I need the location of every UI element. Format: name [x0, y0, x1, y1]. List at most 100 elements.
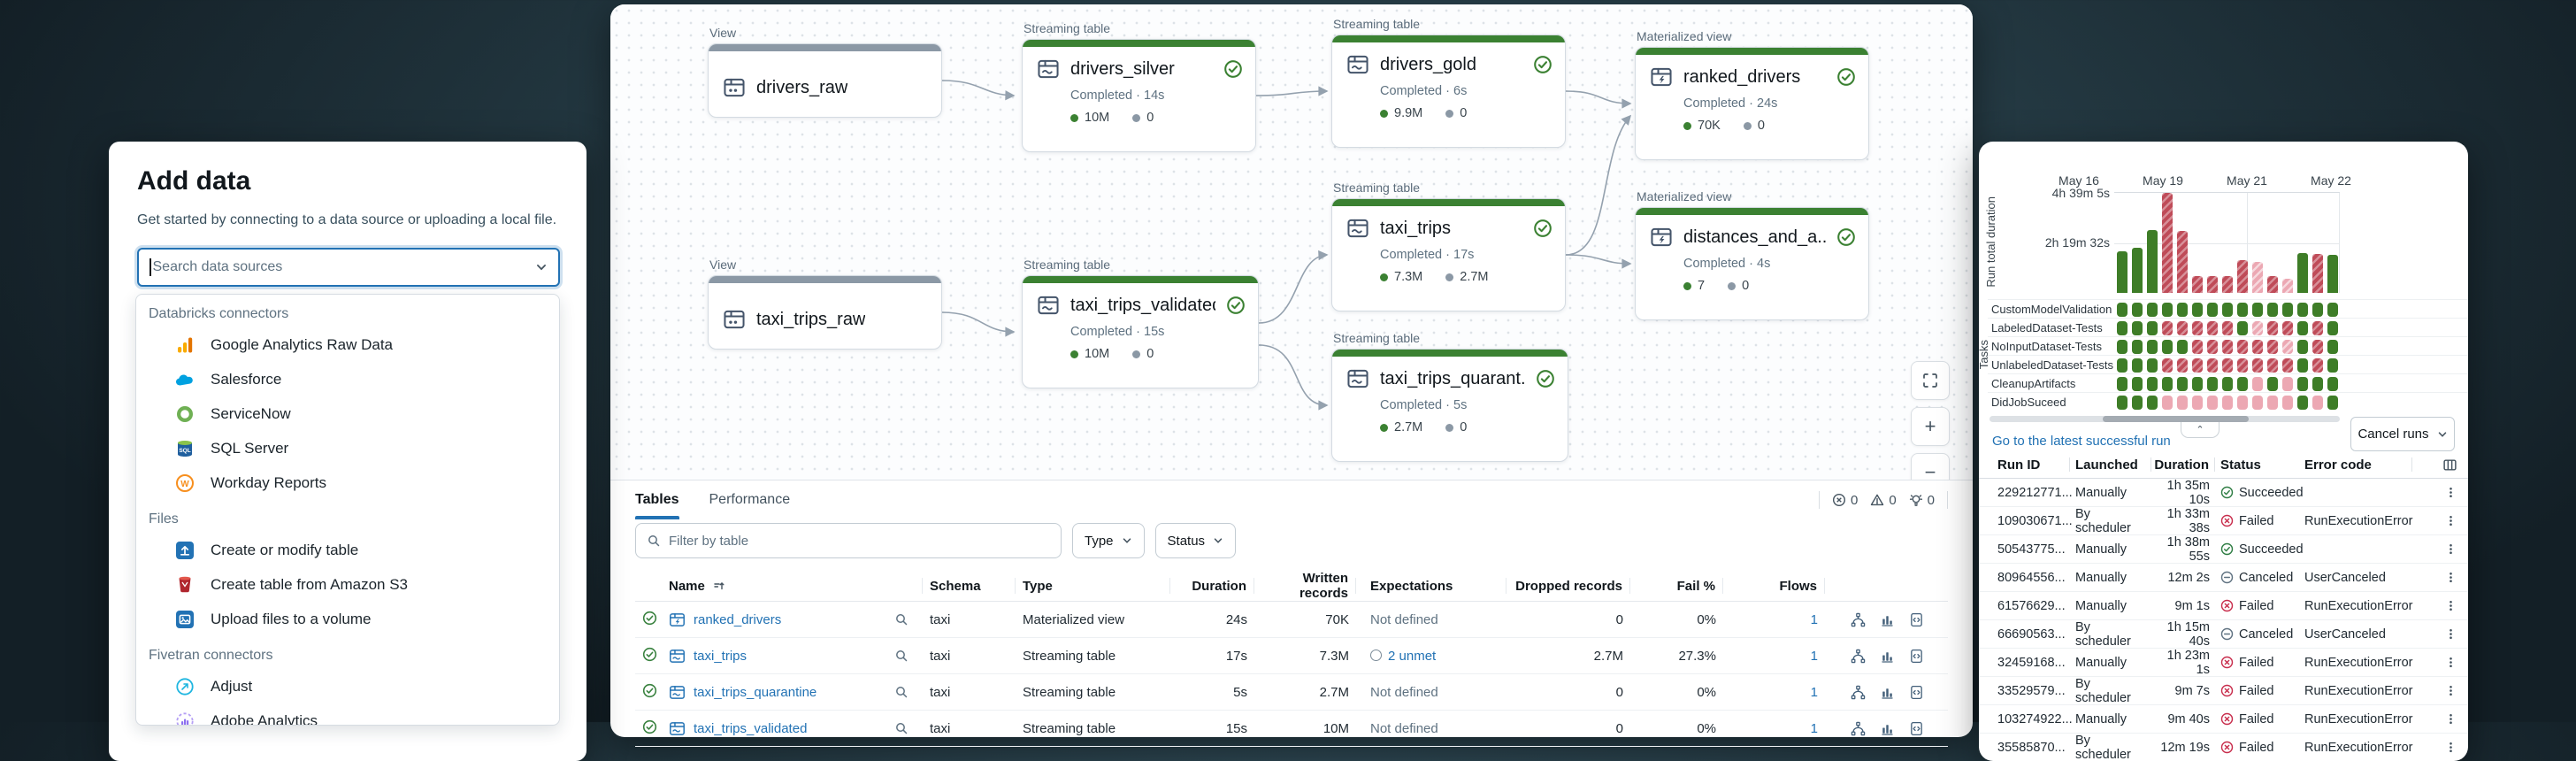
task-run-cell[interactable]: [2117, 377, 2128, 391]
row-menu-icon[interactable]: [2444, 741, 2457, 754]
row-menu-icon[interactable]: [2444, 542, 2457, 556]
zoom-in-button[interactable]: +: [1911, 407, 1950, 446]
row-menu-icon[interactable]: [2444, 656, 2457, 669]
run-bar[interactable]: [2147, 230, 2158, 293]
connector-item-upload-volume[interactable]: Upload files to a volume: [136, 602, 559, 636]
connector-item-adobe-analytics[interactable]: Adobe Analytics: [136, 703, 559, 726]
task-run-cell[interactable]: [2132, 321, 2143, 335]
task-run-cell[interactable]: [2207, 358, 2218, 373]
run-bar[interactable]: [2177, 231, 2188, 293]
connector-item-servicenow[interactable]: ServiceNow: [136, 396, 559, 431]
cancel-runs-button[interactable]: Cancel runs: [2350, 417, 2455, 451]
query-file-icon[interactable]: [1909, 721, 1924, 736]
flows-link[interactable]: 1: [1811, 721, 1818, 736]
task-run-cell[interactable]: [2132, 396, 2143, 410]
task-run-cell[interactable]: [2192, 340, 2203, 354]
task-run-cell[interactable]: [2132, 303, 2143, 317]
task-run-cell[interactable]: [2282, 377, 2293, 391]
task-run-cell[interactable]: [2282, 321, 2293, 335]
run-bar[interactable]: [2327, 255, 2338, 293]
task-run-cell[interactable]: [2177, 340, 2188, 354]
query-file-icon[interactable]: [1909, 685, 1924, 700]
task-run-cell[interactable]: [2252, 396, 2263, 410]
task-run-cell[interactable]: [2117, 321, 2128, 335]
task-run-cell[interactable]: [2147, 321, 2158, 335]
run-bar[interactable]: [2162, 193, 2173, 293]
tab-performance[interactable]: Performance: [709, 480, 791, 519]
metrics-icon[interactable]: [1880, 612, 1895, 627]
task-run-cell[interactable]: [2312, 321, 2323, 335]
task-run-cell[interactable]: [2297, 358, 2308, 373]
unmet-expectations-link[interactable]: 2 unmet: [1388, 649, 1436, 664]
task-run-cell[interactable]: [2297, 340, 2308, 354]
task-run-cell[interactable]: [2132, 358, 2143, 373]
lineage-icon[interactable]: [1851, 612, 1866, 627]
task-run-cell[interactable]: [2297, 303, 2308, 317]
columns-settings-icon[interactable]: [2442, 457, 2457, 473]
task-run-cell[interactable]: [2162, 303, 2173, 317]
flows-link[interactable]: 1: [1811, 685, 1818, 700]
metrics-icon[interactable]: [1880, 649, 1895, 664]
task-run-cell[interactable]: [2132, 377, 2143, 391]
collapse-matrix-button[interactable]: ⌃: [2181, 422, 2220, 438]
task-run-cell[interactable]: [2162, 377, 2173, 391]
task-run-cell[interactable]: [2282, 358, 2293, 373]
task-run-cell[interactable]: [2312, 340, 2323, 354]
task-run-cell[interactable]: [2267, 303, 2278, 317]
errors-badge[interactable]: 0: [1832, 493, 1858, 508]
task-run-cell[interactable]: [2252, 321, 2263, 335]
task-run-cell[interactable]: [2207, 377, 2218, 391]
magnifier-icon[interactable]: [894, 721, 908, 735]
task-run-cell[interactable]: [2237, 358, 2248, 373]
run-bar[interactable]: [2297, 253, 2308, 293]
task-run-cell[interactable]: [2222, 321, 2233, 335]
run-bar[interactable]: [2192, 276, 2203, 293]
task-run-cell[interactable]: [2237, 340, 2248, 354]
insights-badge[interactable]: 0: [1909, 493, 1935, 508]
task-run-cell[interactable]: [2222, 358, 2233, 373]
run-bar[interactable]: [2207, 276, 2218, 293]
task-run-cell[interactable]: [2177, 303, 2188, 317]
fit-view-button[interactable]: [1911, 361, 1950, 400]
query-file-icon[interactable]: [1909, 649, 1924, 664]
task-run-cell[interactable]: [2192, 377, 2203, 391]
query-file-icon[interactable]: [1909, 612, 1924, 627]
table-name-link[interactable]: ranked_drivers: [694, 612, 781, 627]
zoom-out-button[interactable]: −: [1911, 453, 1950, 480]
run-bar[interactable]: [2312, 254, 2323, 293]
task-run-cell[interactable]: [2222, 396, 2233, 410]
run-bar[interactable]: [2267, 276, 2278, 293]
task-run-cell[interactable]: [2177, 377, 2188, 391]
warnings-badge[interactable]: 0: [1870, 493, 1896, 508]
task-run-cell[interactable]: [2192, 358, 2203, 373]
task-run-cell[interactable]: [2267, 321, 2278, 335]
task-run-cell[interactable]: [2312, 358, 2323, 373]
task-run-cell[interactable]: [2162, 396, 2173, 410]
task-run-cell[interactable]: [2282, 340, 2293, 354]
metrics-icon[interactable]: [1880, 685, 1895, 700]
task-run-cell[interactable]: [2147, 358, 2158, 373]
task-run-cell[interactable]: [2312, 396, 2323, 410]
magnifier-icon[interactable]: [894, 685, 908, 699]
task-run-cell[interactable]: [2312, 303, 2323, 317]
row-menu-icon[interactable]: [2444, 571, 2457, 584]
task-run-cell[interactable]: [2252, 377, 2263, 391]
run-bar[interactable]: [2252, 262, 2263, 293]
task-run-cell[interactable]: [2267, 340, 2278, 354]
task-run-cell[interactable]: [2282, 396, 2293, 410]
status-filter-dropdown[interactable]: Status: [1155, 523, 1237, 558]
task-run-cell[interactable]: [2132, 340, 2143, 354]
